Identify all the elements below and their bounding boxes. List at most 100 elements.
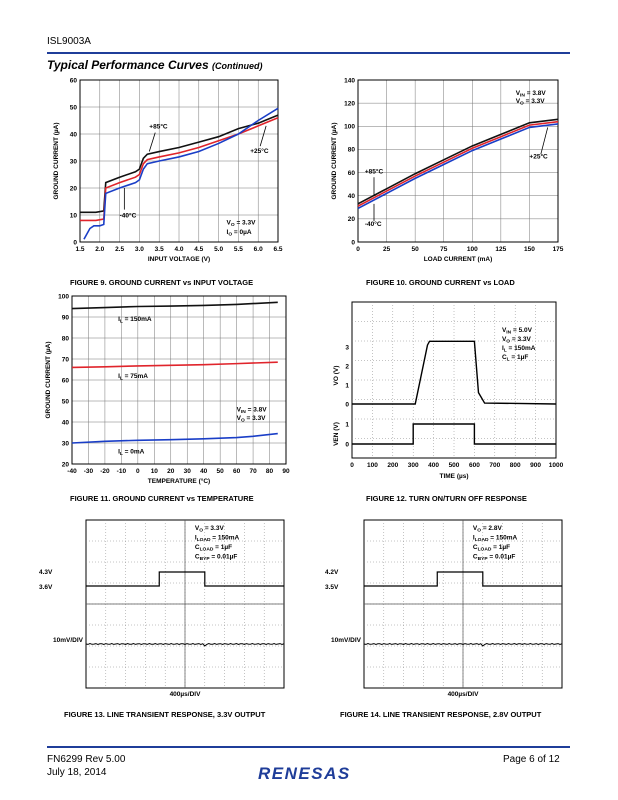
series-line-2 — [357, 123, 559, 210]
x-axis-label: LOAD CURRENT (mA) — [424, 256, 493, 263]
y-axis-label: GROUND CURRENT (µA) — [45, 341, 52, 418]
x-tick-label: 70 — [249, 468, 257, 475]
y-tick-label: 40 — [62, 419, 70, 426]
condition-vo: VO = 3.3V — [237, 415, 267, 424]
div-label: 10mV/DIV — [53, 637, 84, 644]
x-tick-label: 6.0 — [254, 246, 263, 253]
y-tick-label: 140 — [344, 77, 355, 84]
x-tick-label: 25 — [383, 246, 391, 253]
y-tick-label-vo: 1 — [345, 382, 349, 389]
x-tick-label: 800 — [510, 462, 521, 469]
figure-12-caption: FIGURE 12. TURN ON/TURN OFF RESPONSE — [366, 494, 527, 503]
vout-ripple-trace — [85, 642, 285, 647]
y-tick-label: 80 — [348, 147, 356, 154]
condition-vo: VO = 3.3V — [516, 98, 546, 107]
condition-2: CLOAD = 1µF — [195, 544, 232, 553]
figure-12-chart: 0 100 200 300 400 500 600 700 800 900 1000 0 1 2 3 0 1 TI… — [333, 301, 564, 480]
time-div-label: 400µs/DIV — [448, 691, 480, 698]
figure-9-chart: 1.5 2.0 2.5 3.0 3.5 4.0 4.5 5.0 5.5 6.0 6.5 0 10 20 30… — [53, 77, 283, 263]
condition-2: IL = 150mA — [502, 345, 536, 354]
series-line-0 — [71, 301, 278, 310]
x-tick-label: 200 — [387, 462, 398, 469]
series-line-1 — [71, 361, 278, 369]
condition-3: CBYP = 0.01µF — [195, 554, 238, 563]
y-tick-label-vo: 0 — [345, 401, 349, 408]
y-tick-label-ven: 0 — [345, 441, 349, 448]
y-tick-label: 40 — [70, 131, 78, 138]
x-tick-label: 175 — [553, 246, 564, 253]
y-tick-label: 70 — [62, 356, 70, 363]
x-tick-label: 150 — [524, 246, 535, 253]
y-tick-label: 60 — [62, 377, 70, 384]
figure-10-chart: 0 25 50 75 100 125 150 175 0 20 40 60 80 100 120 140 LOA… — [331, 77, 564, 263]
y-tick-label: 80 — [62, 335, 70, 342]
y-tick-label: 90 — [62, 314, 70, 321]
condition-1: ILOAD = 150mA — [473, 535, 518, 544]
y-tick-label: 50 — [70, 104, 78, 111]
y-tick-label-ven: 1 — [345, 421, 349, 428]
x-tick-label: -10 — [117, 468, 127, 475]
level-high-label: 4.3V — [39, 569, 53, 576]
x-tick-label: 80 — [266, 468, 274, 475]
series-line-2 — [71, 432, 278, 444]
y-tick-label: 40 — [348, 193, 356, 200]
figure-13-scope: 4.3V 3.6V 10mV/DIV 400µs/DIV VO = 3.3VILOAD … — [39, 519, 285, 698]
x-axis-label: INPUT VOLTAGE (V) — [148, 256, 210, 263]
y-tick-label: 60 — [70, 77, 78, 84]
vin-trace — [86, 571, 284, 587]
x-axis-label: TEMPERATURE (°C) — [148, 477, 210, 485]
plot-frame — [79, 79, 279, 243]
x-tick-label: 700 — [489, 462, 500, 469]
x-tick-label: 1000 — [549, 462, 564, 469]
x-tick-label: 0 — [350, 462, 354, 469]
label-il-0: IL = 0mA — [118, 449, 145, 458]
x-tick-label: 100 — [367, 462, 378, 469]
vin-trace — [364, 571, 562, 587]
condition-0: VO = 2.8V — [473, 525, 503, 534]
y-tick-label: 30 — [62, 440, 70, 447]
figure-14-caption: FIGURE 14. LINE TRANSIENT RESPONSE, 2.8V… — [340, 710, 542, 719]
x-tick-label: 6.5 — [273, 246, 282, 253]
figure-10-caption: FIGURE 10. GROUND CURRENT vs LOAD — [366, 278, 515, 287]
x-tick-label: 10 — [151, 468, 159, 475]
y-tick-label: 20 — [348, 216, 356, 223]
x-tick-label: 600 — [469, 462, 480, 469]
label-25c: +25°C — [250, 147, 269, 155]
figure-13-caption: FIGURE 13. LINE TRANSIENT RESPONSE, 3.3V… — [64, 710, 266, 719]
y-tick-label: 20 — [62, 461, 70, 468]
y-tick-label: 120 — [344, 100, 355, 107]
y-tick-label-vo: 3 — [345, 344, 349, 351]
level-low-label: 3.5V — [325, 584, 339, 591]
x-tick-label: -20 — [100, 468, 110, 475]
condition-0: VO = 3.3V — [195, 525, 225, 534]
figure-14-scope: 4.2V 3.5V 10mV/DIV 400µs/DIV VO = 2.8VILOAD … — [325, 519, 563, 698]
x-tick-label: 0 — [356, 246, 360, 253]
y-tick-label: 100 — [344, 124, 355, 131]
y-tick-label: 0 — [351, 239, 355, 246]
figure-9-caption: FIGURE 9. GROUND CURRENT vs INPUT VOLTAG… — [70, 278, 254, 287]
label-25c: +25°C — [529, 153, 548, 161]
condition-1: ILOAD = 150mA — [195, 535, 240, 544]
condition-0: VIN = 5.0V — [502, 327, 533, 336]
x-tick-label: 30 — [184, 468, 192, 475]
x-tick-label: 1.5 — [75, 246, 84, 253]
x-tick-label: 500 — [449, 462, 460, 469]
x-tick-label: 2.0 — [95, 246, 104, 253]
condition-3: CBYP = 0.01µF — [473, 554, 516, 563]
arrow-25c — [259, 125, 267, 147]
x-tick-label: 900 — [530, 462, 541, 469]
plot-frame — [357, 79, 559, 243]
x-tick-label: -40 — [67, 468, 77, 475]
x-tick-label: 50 — [412, 246, 420, 253]
condition-2: CLOAD = 1µF — [473, 544, 510, 553]
x-tick-label: 300 — [408, 462, 419, 469]
x-tick-label: 125 — [495, 246, 506, 253]
x-tick-label: 0 — [136, 468, 140, 475]
x-tick-label: 400 — [428, 462, 439, 469]
y-tick-label: 0 — [73, 239, 77, 246]
x-tick-label: 20 — [167, 468, 175, 475]
condition-3: CL = 1µF — [502, 354, 528, 363]
label-85c: +85°C — [365, 168, 384, 176]
arrow-85c — [148, 132, 156, 152]
ven-trace — [352, 423, 556, 445]
